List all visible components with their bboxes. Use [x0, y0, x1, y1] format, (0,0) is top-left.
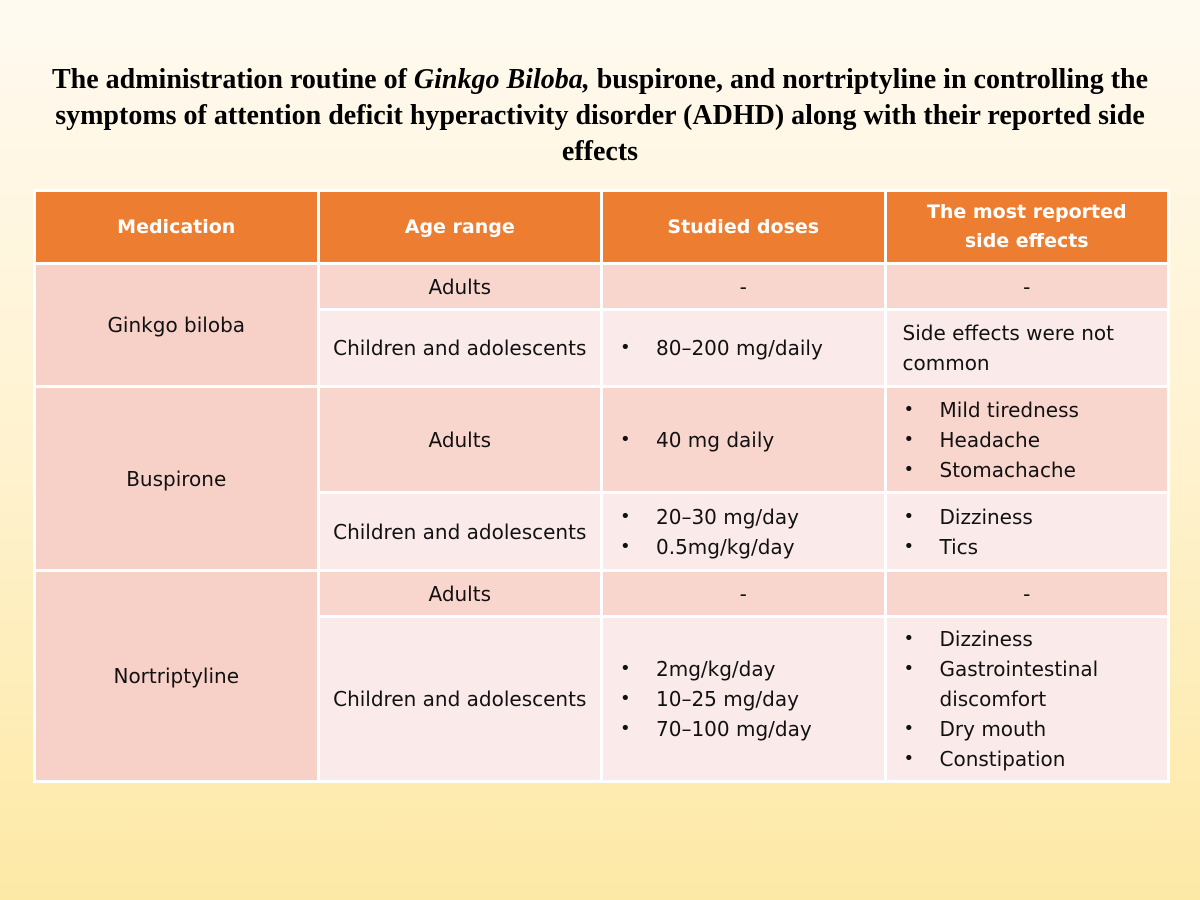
doses-list: 40 mg daily [604, 425, 883, 455]
medication-name: Nortriptyline [33, 569, 320, 783]
doses-cell: 2mg/kg/day 10–25 mg/day 70–100 mg/day [600, 615, 887, 783]
side-effects-list: Mild tiredness Headache Stomachache [888, 395, 1167, 485]
doses-list: 80–200 mg/daily [604, 333, 883, 363]
age-range-cell: Adults [316, 569, 603, 618]
side-effects-cell: Dizziness Gastrointestinal discomfort Dr… [883, 615, 1170, 783]
list-item: Gastrointestinal discomfort [904, 654, 1167, 714]
table-row: Buspirone Adults 40 mg daily Mild tiredn… [33, 385, 1170, 572]
list-item: Dizziness [904, 624, 1167, 654]
side-effects-cell: Mild tiredness Headache Stomachache [883, 385, 1170, 494]
doses-cell: 80–200 mg/daily [600, 308, 887, 388]
list-item: Constipation [904, 744, 1167, 774]
side-effects-list: Dizziness Gastrointestinal discomfort Dr… [888, 624, 1167, 774]
medication-name: Buspirone [33, 385, 320, 572]
header-side-effects: The most reported side effects [883, 189, 1170, 265]
list-item: 0.5mg/kg/day [620, 532, 883, 562]
age-range-cell: Adults [316, 262, 603, 311]
list-item: 10–25 mg/day [620, 684, 883, 714]
medication-table: Medication Age range Studied doses The m… [33, 189, 1170, 783]
age-range-cell: Children and adolescents [316, 308, 603, 388]
list-item: Headache [904, 425, 1167, 455]
doses-list: 20–30 mg/day 0.5mg/kg/day [604, 502, 883, 562]
list-item: Dry mouth [904, 714, 1167, 744]
doses-cell: - [600, 569, 887, 618]
title-part-1: The administration routine of [51, 64, 414, 95]
page-title: The administration routine of Ginkgo Bil… [20, 62, 1180, 170]
table-row: Children and adolescents 20–30 mg/day 0.… [35, 491, 1170, 572]
side-effects-cell: Side effects were not common [883, 308, 1170, 388]
age-range-cell: Adults [316, 385, 603, 494]
list-item: 80–200 mg/daily [620, 333, 883, 363]
doses-cell: 40 mg daily [600, 385, 887, 494]
side-effects-list: Dizziness Tics [888, 502, 1167, 562]
age-range-cell: Children and adolescents [316, 491, 603, 572]
header-studied-doses: Studied doses [600, 189, 887, 265]
age-range-cell: Children and adolescents [316, 615, 603, 783]
title-part-2: buspirone, and nortriptyline in controll… [55, 64, 1149, 167]
table-row: Ginkgo biloba Adults - - [33, 262, 1170, 388]
header-age-range: Age range [316, 189, 603, 265]
side-effects-cell: Dizziness Tics [883, 491, 1170, 572]
side-effects-cell: - [883, 262, 1170, 311]
doses-cell: - [600, 262, 887, 311]
title-italic-species: Ginkgo Biloba, [413, 64, 590, 95]
list-item: 2mg/kg/day [620, 654, 883, 684]
list-item: 20–30 mg/day [620, 502, 883, 532]
list-item: 70–100 mg/day [620, 714, 883, 744]
list-item: 40 mg daily [620, 425, 883, 455]
table-row: Nortriptyline Adults - - [33, 569, 1170, 783]
medication-name: Ginkgo biloba [33, 262, 320, 388]
list-item: Tics [904, 532, 1167, 562]
table-row: Children and adolescents 2mg/kg/day 10–2… [35, 615, 1170, 783]
table-row: Children and adolescents 80–200 mg/daily… [35, 308, 1170, 388]
table-header-row: Medication Age range Studied doses The m… [33, 189, 1170, 265]
doses-list: 2mg/kg/day 10–25 mg/day 70–100 mg/day [604, 654, 883, 744]
list-item: Stomachache [904, 455, 1167, 485]
list-item: Mild tiredness [904, 395, 1167, 425]
doses-cell: 20–30 mg/day 0.5mg/kg/day [600, 491, 887, 572]
header-medication: Medication [33, 189, 320, 265]
side-effects-cell: - [883, 569, 1170, 618]
list-item: Dizziness [904, 502, 1167, 532]
